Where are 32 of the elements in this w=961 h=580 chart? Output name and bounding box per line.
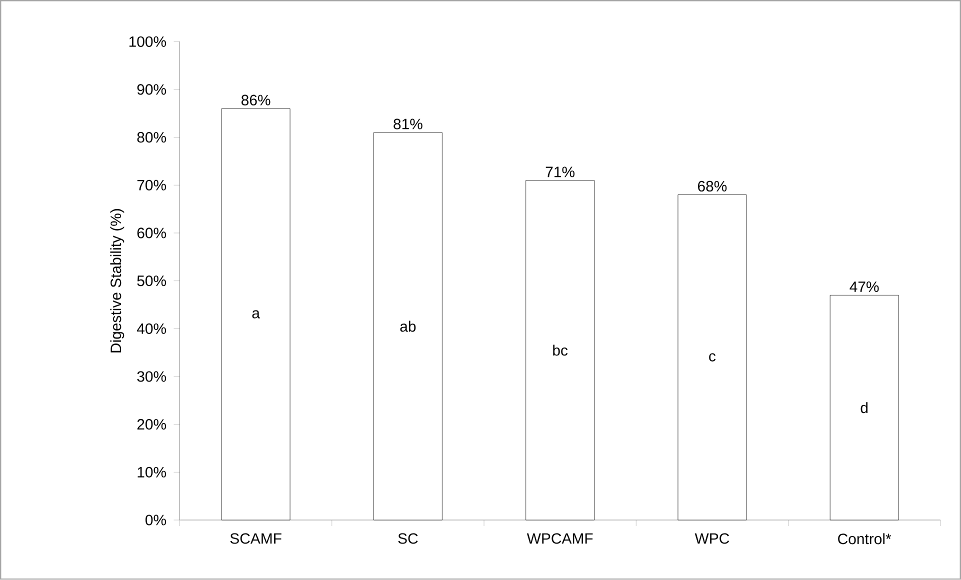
annotation: ab — [400, 320, 416, 332]
data-label: 47% — [850, 282, 879, 292]
x-tick-label: Control* — [838, 533, 892, 544]
data-label: 68% — [698, 181, 727, 192]
y-tick-label: 70% — [137, 180, 166, 191]
x-tick-label: SCAMF — [230, 533, 282, 544]
bar — [374, 132, 442, 520]
data-label: 81% — [394, 118, 422, 130]
y-tick-label: 90% — [137, 84, 166, 95]
data-label: 86% — [242, 94, 270, 106]
y-tick-label: 50% — [137, 276, 166, 286]
annotation: c — [709, 353, 716, 362]
y-tick-label: 30% — [137, 371, 166, 382]
bar — [526, 180, 594, 520]
y-tick-label: 20% — [137, 419, 166, 430]
bar — [221, 108, 290, 520]
bar — [678, 194, 747, 520]
annotation: d — [860, 402, 868, 414]
x-tick-label: SC — [398, 533, 418, 544]
annotation: a — [252, 310, 260, 319]
bar — [830, 295, 899, 520]
y-tick-label: 80% — [137, 132, 166, 143]
data-label: 71% — [546, 166, 574, 178]
y-axis-title: Digestive Stability (%) — [110, 209, 124, 352]
x-tick-label: WPCAMF — [526, 533, 593, 544]
annotation: bc — [553, 344, 568, 356]
y-tick-label: 0% — [146, 514, 166, 526]
x-tick-label: WPC — [694, 533, 730, 544]
y-tick-label: 10% — [138, 467, 166, 478]
y-tick-label: 60% — [137, 228, 166, 238]
y-tick-label: 40% — [136, 324, 166, 334]
y-tick-label: 100% — [129, 36, 166, 48]
